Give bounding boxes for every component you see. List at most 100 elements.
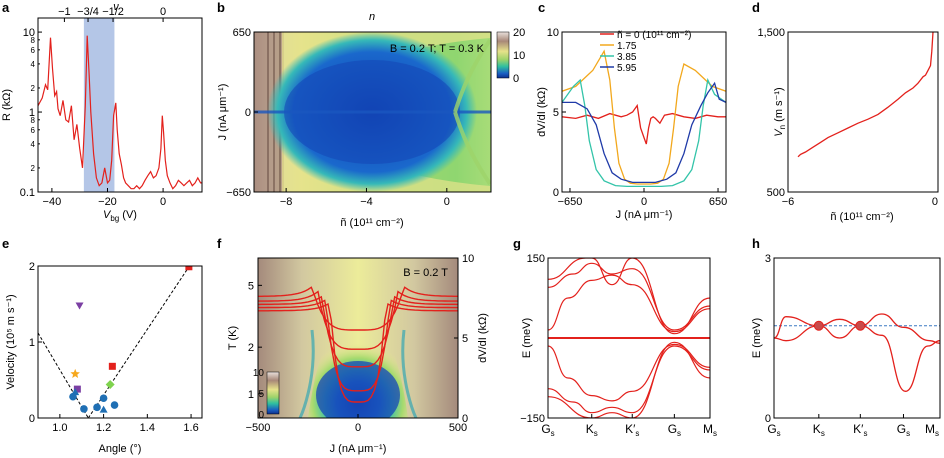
panel-h-xtick-main: K′ (853, 422, 864, 436)
panel-g-ylabel: E (meV) (521, 318, 533, 358)
panel-d-xlabel: ñ (10¹¹ cm⁻²) (830, 211, 893, 223)
panel-d-curve (797, 32, 934, 158)
panel-f-xtick-label: 500 (449, 422, 467, 434)
panel-a-filling-band (83, 18, 115, 192)
panel-h-xtick-sub: s (863, 429, 867, 438)
panel-a-yminor-label: 6 (31, 46, 36, 55)
panel-a-top-axis-label: ν (113, 1, 119, 13)
panel-c-ytick-label: 0 (553, 187, 559, 199)
panel-e-point-3 (70, 368, 80, 378)
panel-c-frame (561, 31, 727, 193)
panel-a-curve (38, 35, 202, 190)
panel-letter-a: a (2, 0, 10, 15)
panel-f-colorbar (266, 371, 280, 415)
panel-a-yminor-label: 4 (31, 60, 36, 69)
panel-e-point-0 (185, 266, 193, 271)
panel-f-y2tick-label: 10 (462, 253, 474, 265)
panel-h-xtick-main: G (767, 422, 776, 436)
panel-f-xlabel: J (nA μm⁻¹) (330, 443, 387, 455)
panel-f-dvdi-curve-1 (258, 290, 458, 350)
panel-e-xtick-label: 1.4 (140, 422, 155, 434)
panel-c-series-2 (562, 77, 726, 188)
panel-g-band-2 (548, 274, 710, 333)
panel-letter-f: f (217, 236, 222, 251)
panel-f-y2tick-label: 0 (462, 413, 468, 425)
panel-a-xtick-label: −40 (43, 196, 62, 208)
panel-h-xtick-label: Gs (767, 422, 780, 438)
panel-a-top-tick-label: 0 (160, 6, 166, 18)
panel-g-frame (547, 257, 711, 419)
panel-letter-g: g (513, 236, 521, 251)
panel-a-ytick-label: 0.1 (20, 187, 35, 199)
panel-h-xtick-main: K (813, 422, 821, 436)
panel-g-xtick-label: Ks (586, 422, 598, 438)
panel-c-series-1 (562, 49, 726, 185)
panel-e-ylabel: Velocity (10⁵ m s⁻¹) (5, 294, 17, 389)
panel-d-frame (787, 31, 939, 193)
panel-b-ytick-label: −650 (226, 187, 251, 199)
panel-b-xtick-label: −4 (360, 196, 373, 208)
panel-h-ylabel: E (meV) (751, 318, 763, 358)
panel-h-xtick-sub: s (821, 429, 825, 438)
panel-c-series-3 (562, 81, 726, 184)
panel-g-band-0 (548, 258, 710, 335)
panel-f-ylabel-right: dV/dI (kΩ) (477, 313, 489, 363)
panel-d-velocity-plot: −6 0 500 1,500 ñ (10¹¹ cm⁻²) Vn (m s⁻¹) (757, 27, 939, 223)
panel-a-yminor-label: 6 (31, 126, 36, 135)
panel-c-ytick-label: 5 (553, 107, 559, 119)
panel-g-band-5 (548, 341, 710, 418)
panel-a-xlabel: Vbg (V) (103, 209, 137, 223)
panel-e-point-4 (105, 380, 115, 390)
panel-g-ytick-label: −150 (520, 413, 545, 425)
panel-f-y2tick-label: 5 (462, 333, 468, 345)
panel-g-xtick-sub: s (551, 429, 555, 438)
panel-c-legend-label-2: 3.85 (617, 52, 637, 63)
panel-a-yminor-label: 2 (31, 84, 36, 93)
panel-b-colorbar-label: 10 (513, 50, 525, 62)
panel-g-xtick-main: K (586, 422, 594, 436)
panel-f-dvdi-curve-0 (258, 286, 458, 331)
panel-g-xtick-sub: s (677, 429, 681, 438)
panel-d-ylabel: Vn (m s⁻¹) (773, 87, 787, 136)
panel-g-xtick-sub: s (635, 429, 639, 438)
panel-a-xtick-label: 0 (160, 196, 166, 208)
panel-c-legend-label-1: 1.75 (617, 41, 637, 52)
panel-e-scatter: 1.0 1.2 1.4 1.6 0 1 2 Angle (°) Velocity (10⁵ … (5, 261, 203, 455)
panel-g-band-4 (548, 345, 710, 414)
panel-e-dashed-line-1 (87, 266, 190, 418)
panel-f-ytick-label: 5 (248, 280, 254, 292)
panel-e-frame (37, 265, 203, 419)
panel-f-ylabel: T (K) (227, 326, 239, 350)
panel-a-top-tick-label: −3/4 (77, 6, 99, 18)
panel-e-point-2 (75, 302, 84, 310)
panel-a-frame (37, 17, 203, 193)
panel-d-ytick-label: 1,500 (757, 27, 785, 39)
panel-h-xtick-label: Ks (813, 422, 825, 438)
panel-e-point-7 (69, 392, 77, 401)
panel-a-yminor-label: 8 (31, 36, 36, 45)
panel-h-xtick-main: M (925, 422, 935, 436)
panel-c-legend-label-0: ñ = 0 (10¹¹ cm⁻²) (617, 30, 691, 41)
panel-e-ytick-label: 2 (29, 261, 35, 273)
panel-c-xtick-label: 0 (641, 196, 647, 208)
panel-g-xtick-label: Ms (703, 422, 717, 438)
panel-f-annotation: B = 0.2 T (403, 267, 448, 279)
panel-f-dvdi-curve-4 (258, 302, 458, 403)
panel-e-xlabel: Angle (°) (99, 443, 142, 455)
panel-h-xtick-label: Ms (925, 422, 939, 438)
panel-d-ytick-label: 500 (767, 187, 785, 199)
panel-g-ytick-label: 150 (527, 253, 545, 265)
panel-f-ytick-label: 1 (248, 389, 254, 401)
panel-h-xtick-sub: s (777, 429, 781, 438)
panel-g-xtick-main: G (668, 422, 677, 436)
panel-f-colorbar-label: 10 (253, 368, 265, 379)
panel-e-ytick-label: 1 (29, 337, 35, 349)
panel-a-top-tick-label: −1 (58, 6, 71, 18)
panel-b-ytick-label: 650 (233, 27, 251, 39)
panel-h-frame (773, 257, 941, 419)
panel-f-colorbar-label: 0 (258, 410, 264, 421)
panel-a-yminor-label: 2 (31, 164, 36, 173)
